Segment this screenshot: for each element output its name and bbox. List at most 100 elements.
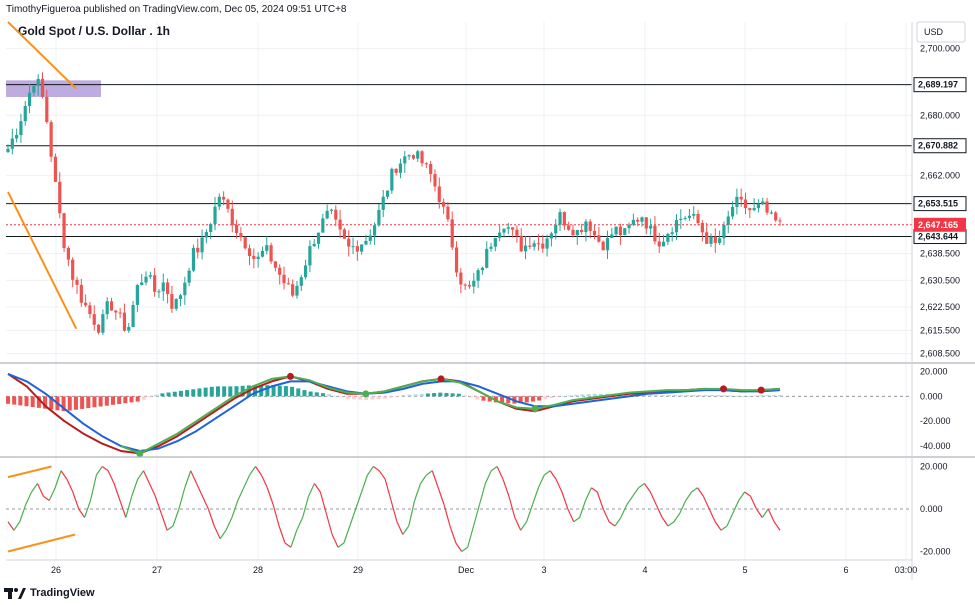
time-tick-label: 29 xyxy=(353,565,363,575)
oscillator-segment xyxy=(685,491,693,501)
macd-histogram-bar xyxy=(327,394,332,397)
candle-body xyxy=(230,208,234,225)
level-label: 2,670.882 xyxy=(918,141,958,151)
candle-body xyxy=(303,265,308,278)
oscillator-segment xyxy=(54,470,62,488)
oscillator-segment xyxy=(543,470,551,476)
time-tick-label: 03:00 xyxy=(895,565,918,575)
candlestick-series xyxy=(6,72,782,336)
candle-body xyxy=(84,302,88,306)
candle-body xyxy=(601,241,605,251)
level-label-box xyxy=(913,77,967,93)
oscillator-segment xyxy=(508,496,516,518)
time-tick-label: 26 xyxy=(51,565,61,575)
candle-body xyxy=(571,229,575,236)
macd-histogram-bar xyxy=(679,395,684,397)
oscillator-segment xyxy=(761,508,769,518)
macd-cross-marker xyxy=(437,375,445,383)
candle-body xyxy=(433,174,437,187)
candle-body xyxy=(256,256,260,259)
oscillator-segment xyxy=(296,517,304,531)
macd-histogram-bar xyxy=(771,395,776,397)
macd-histogram-bar xyxy=(765,395,770,397)
candle-body xyxy=(265,245,269,251)
candle-body xyxy=(735,196,739,207)
oscillator-segment xyxy=(178,487,186,510)
candle-body xyxy=(66,247,70,260)
macd-cross-marker xyxy=(531,405,539,413)
candle-body xyxy=(355,246,359,252)
oscillator-segment xyxy=(691,487,698,493)
oscillator-segment xyxy=(131,479,139,497)
oscillator-segment xyxy=(196,483,204,497)
candle-body xyxy=(454,247,459,273)
candle-body xyxy=(748,208,752,211)
macd-histogram-bar xyxy=(543,396,548,400)
candle-body xyxy=(148,275,152,277)
candle-body xyxy=(385,190,390,197)
oscillator-segment xyxy=(437,487,445,505)
macd-histogram-bar xyxy=(222,386,227,397)
time-tick-label: 4 xyxy=(642,565,647,575)
candle-body xyxy=(661,241,666,247)
price-trendline xyxy=(7,191,78,330)
candle-body xyxy=(636,219,640,222)
oscillator-divergence-line xyxy=(7,465,52,479)
level-label-box xyxy=(913,196,967,212)
oscillator-segment xyxy=(667,521,675,527)
macd-histogram-bar xyxy=(203,387,208,397)
macd-histogram-bar xyxy=(160,393,165,397)
oscillator-segment xyxy=(237,487,245,501)
candle-body xyxy=(498,232,502,238)
oscillator-segment xyxy=(119,500,127,518)
trendlines xyxy=(7,21,78,330)
oscillator-segment xyxy=(502,479,510,497)
macd-histogram-bar xyxy=(642,394,647,397)
candle-body xyxy=(239,233,243,238)
candle-body xyxy=(424,163,428,165)
oscillator-segment xyxy=(420,474,427,484)
macd-histogram-bar xyxy=(592,393,597,397)
oscillator-segment xyxy=(697,487,704,497)
macd-histogram-bar xyxy=(598,393,603,397)
oscillator-segment xyxy=(579,500,587,518)
candle-body xyxy=(705,232,709,244)
oscillator-segment xyxy=(414,483,422,501)
candle-body xyxy=(532,243,536,247)
macd-histogram-bar xyxy=(481,396,486,401)
candle-body xyxy=(489,246,493,249)
candle-body xyxy=(631,219,635,225)
candle-body xyxy=(683,218,687,220)
candle-body xyxy=(36,78,40,86)
macd-histogram-bar xyxy=(753,395,758,397)
candle-body xyxy=(429,163,433,175)
oscillator-segment xyxy=(231,500,239,518)
oscillator-segment xyxy=(19,504,27,522)
oscillator-segment xyxy=(255,466,262,476)
candle-body xyxy=(6,148,10,153)
oscillator-segment xyxy=(461,546,469,552)
candle-body xyxy=(204,232,208,238)
macd-histogram-bar xyxy=(648,395,653,397)
macd-histogram-bar xyxy=(568,395,573,397)
candle-body xyxy=(58,181,62,214)
oscillator-segment xyxy=(408,500,416,527)
oscillator-segment xyxy=(225,517,233,531)
oscillator-segment xyxy=(755,508,763,518)
time-axis: 26 27 28 29 Dec 3 4 5 6 03:00 xyxy=(51,565,917,575)
candle-body xyxy=(502,228,506,233)
oscillator-segment xyxy=(555,478,563,493)
oscillator-segment xyxy=(767,508,775,523)
oscillator-segment xyxy=(31,483,38,493)
price-trendline xyxy=(7,21,77,90)
time-tick-label: 5 xyxy=(742,565,747,575)
price-tick-label: 2,638.500 xyxy=(920,249,960,259)
macd-histogram-bar xyxy=(86,396,91,409)
macd-histogram-bar xyxy=(178,390,183,397)
candle-body xyxy=(178,295,183,299)
oscillator-segment xyxy=(113,483,121,501)
macd-histogram-bar xyxy=(673,395,678,397)
oscillator-segment xyxy=(25,491,33,506)
macd-histogram-bar xyxy=(265,385,270,397)
